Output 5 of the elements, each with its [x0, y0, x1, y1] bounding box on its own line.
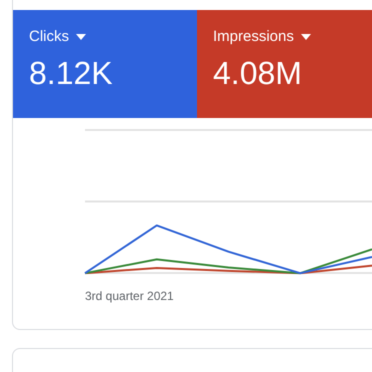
text: Clicks	[29, 28, 69, 45]
x-axis-title: 3rd quarter 2021	[85, 289, 174, 304]
text: 4.08M	[213, 55, 303, 92]
text: Impressions	[213, 28, 294, 45]
text: 8.12K	[29, 55, 114, 92]
